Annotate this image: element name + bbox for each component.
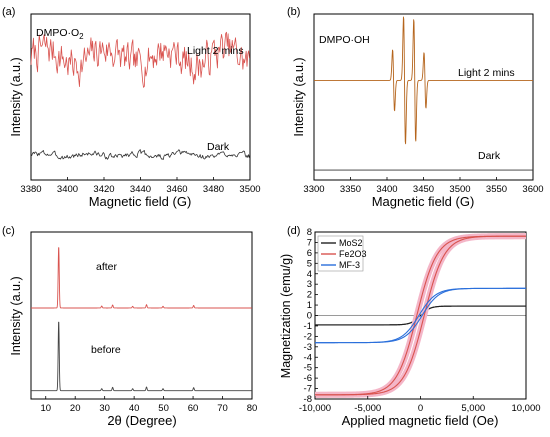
y-tick-label: 4 [307,269,312,280]
panel-c-legend-after: after [96,261,118,273]
x-tick-label: 3380 [20,184,41,195]
series-light-2-mins [313,16,534,145]
panel-a-legend-dark: Dark [207,141,230,153]
panel-d-xlabel: Applied magnetic field (Oe) [342,413,499,428]
y-tick-label: -5 [304,363,312,374]
panel-c: (c) 10 20 30 40 50 60 70 80 after before 2θ (De… [2,225,257,428]
legend-label-mf3: MF-3 [339,260,360,270]
x-tick-label: 3500 [239,184,260,195]
x-tick-label: 20 [70,403,81,414]
panel-a-legend-light: Light 2 mins [187,45,244,57]
x-tick-label: 3300 [303,184,324,195]
panel-d-series [312,233,529,398]
x-tick-label: 30 [99,403,110,414]
panel-c-label: (c) [2,225,15,237]
series-mf3 [314,287,527,344]
x-tick-label: 40 [129,403,140,414]
x-tick-label: -5,000 [354,403,381,414]
x-tick-label: 3480 [203,184,224,195]
y-tick-label: -2 [304,331,312,342]
panel-c-legend-before: before [91,344,121,356]
panel-b-label: (b) [287,6,300,18]
x-tick-label: 3440 [130,184,151,195]
panel-b-xticks: 3300 3350 3400 3450 3500 3550 3600 [303,177,544,195]
y-tick-label: 8 [307,227,312,238]
x-tick-label: 5,000 [461,403,485,414]
series-dark [30,149,250,160]
y-tick-label: -1 [304,321,312,332]
y-tick-label: 2 [307,290,312,301]
y-tick-label: -7 [304,384,312,395]
x-tick-label: 3420 [93,184,114,195]
x-tick-label: 70 [217,403,228,414]
panel-b-legend-dark: Dark [478,150,501,162]
panel-a-ylabel: Intensity (a.u.) [9,57,23,136]
x-tick-label: 3400 [376,184,397,195]
x-tick-label: 10,000 [511,403,540,414]
panel-a-xticks: 3380 3400 3420 3440 3460 3480 3500 [20,177,261,195]
y-tick-label: -8 [304,394,312,405]
x-tick-label: 80 [247,403,258,414]
x-tick-label: 3450 [413,184,434,195]
panel-a-xlabel: Magnetic field (G) [89,194,192,209]
y-tick-label: -4 [304,352,312,363]
x-tick-label: 10 [40,403,51,414]
panel-c-xlabel: 2θ (Degree) [107,413,176,428]
panel-b-annotation: DMPO·OH [319,34,370,46]
panel-b: (b) 3300 3350 3400 3450 3500 3550 3600 DMPO·OH… [287,6,544,209]
x-tick-label: 50 [158,403,169,414]
panel-d-ylabel: Magnetization (emu/g) [279,254,293,378]
y-tick-label: -6 [304,373,312,384]
y-tick-label: 0 [307,311,312,322]
x-tick-label: 3550 [486,184,507,195]
y-tick-label: 7 [307,237,312,248]
panel-c-series [30,247,253,392]
panel-a-label: (a) [2,6,15,18]
panel-c-ylabel: Intensity (a.u.) [9,276,23,355]
x-tick-label: 3600 [522,184,543,195]
panel-a-annotation: DMPO·O2 [36,27,84,41]
panel-b-series [313,16,534,171]
panel-a: (a) 3380 3400 3420 3440 3460 3480 3500 DMPO·O2… [2,6,261,209]
x-tick-label: 3350 [340,184,361,195]
legend-label-fe2o3: Fe2O3 [339,249,367,259]
panel-b-xlabel: Magnetic field (G) [372,194,475,209]
y-tick-label: 1 [307,300,312,311]
y-tick-label: 3 [307,279,312,290]
panel-d-label: (d) [287,225,300,237]
panel-d-legend: MoS2 Fe2O3 MF-3 [317,235,367,272]
y-tick-label: 6 [307,248,312,259]
series-after [30,247,253,309]
x-tick-label: 3460 [166,184,187,195]
x-tick-label: -10,000 [299,403,331,414]
x-tick-label: 0 [418,403,423,414]
y-tick-label: -3 [304,342,312,353]
x-tick-label: 3500 [449,184,470,195]
x-tick-label: 3400 [57,184,78,195]
y-tick-label: 5 [307,258,312,269]
x-tick-label: 60 [188,403,199,414]
legend-label-mos2: MoS2 [339,238,363,248]
panel-b-ylabel: Intensity (a.u.) [292,57,306,136]
panel-b-legend-light: Light 2 mins [458,67,515,79]
panel-a-series [30,31,250,160]
series-mos2 [314,305,527,326]
series-before [30,321,253,392]
series-fe2o3 [314,235,527,396]
panel-c-frame [30,231,253,400]
panel-c-xticks: 10 20 30 40 50 60 70 80 [40,396,257,414]
series-light-2-mins [30,31,250,88]
